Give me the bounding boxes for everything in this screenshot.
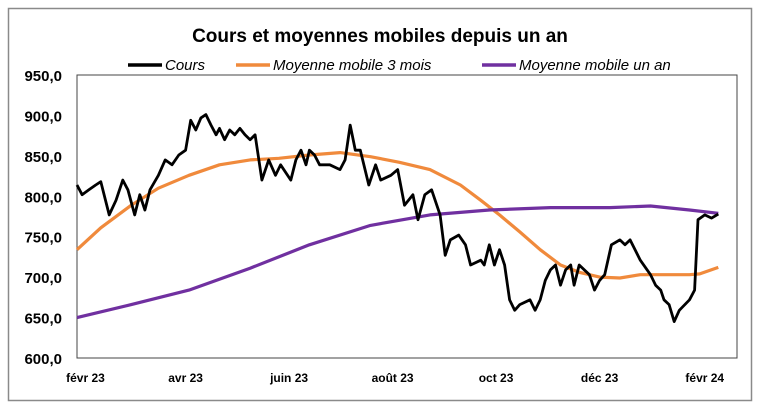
x-tick-label: déc 23 (581, 371, 619, 385)
x-tick-label: avr 23 (168, 371, 203, 385)
plot-area (76, 74, 738, 359)
series-group (75, 113, 720, 324)
y-tick-label: 600,0 (24, 351, 62, 368)
y-tick-label: 950,0 (24, 68, 62, 85)
legend: Cours Moyenne mobile 3 mois Moyenne mobi… (128, 57, 671, 74)
y-tick-label: 650,0 (24, 311, 62, 328)
chart-title: Cours et moyennes mobiles depuis un an (192, 26, 568, 47)
x-tick-label: févr 23 (66, 371, 105, 385)
x-tick-label: juin 23 (269, 371, 308, 385)
series-line-cours (75, 113, 720, 324)
legend-label-ma1y: Moyenne mobile un an (519, 57, 671, 74)
y-tick-label: 800,0 (24, 189, 62, 206)
legend-label-ma3: Moyenne mobile 3 mois (273, 57, 432, 74)
legend-label-cours: Cours (165, 57, 206, 74)
x-tick-label: août 23 (372, 371, 414, 385)
series-line-ma3 (75, 151, 719, 280)
y-tick-label: 850,0 (24, 149, 62, 166)
y-tick-label: 700,0 (24, 270, 62, 287)
x-axis: févr 23 avr 23 juin 23 août 23 oct 23 déc 23 f… (66, 371, 724, 385)
series-line-ma1y (76, 204, 719, 320)
y-axis: 600,0 650,0 700,0 750,0 800,0 850,0 900,0 950,0 (24, 68, 62, 368)
x-tick-label: févr 24 (685, 371, 724, 385)
y-tick-label: 900,0 (24, 108, 62, 125)
x-tick-label: oct 23 (479, 371, 514, 385)
y-tick-label: 750,0 (24, 230, 62, 247)
